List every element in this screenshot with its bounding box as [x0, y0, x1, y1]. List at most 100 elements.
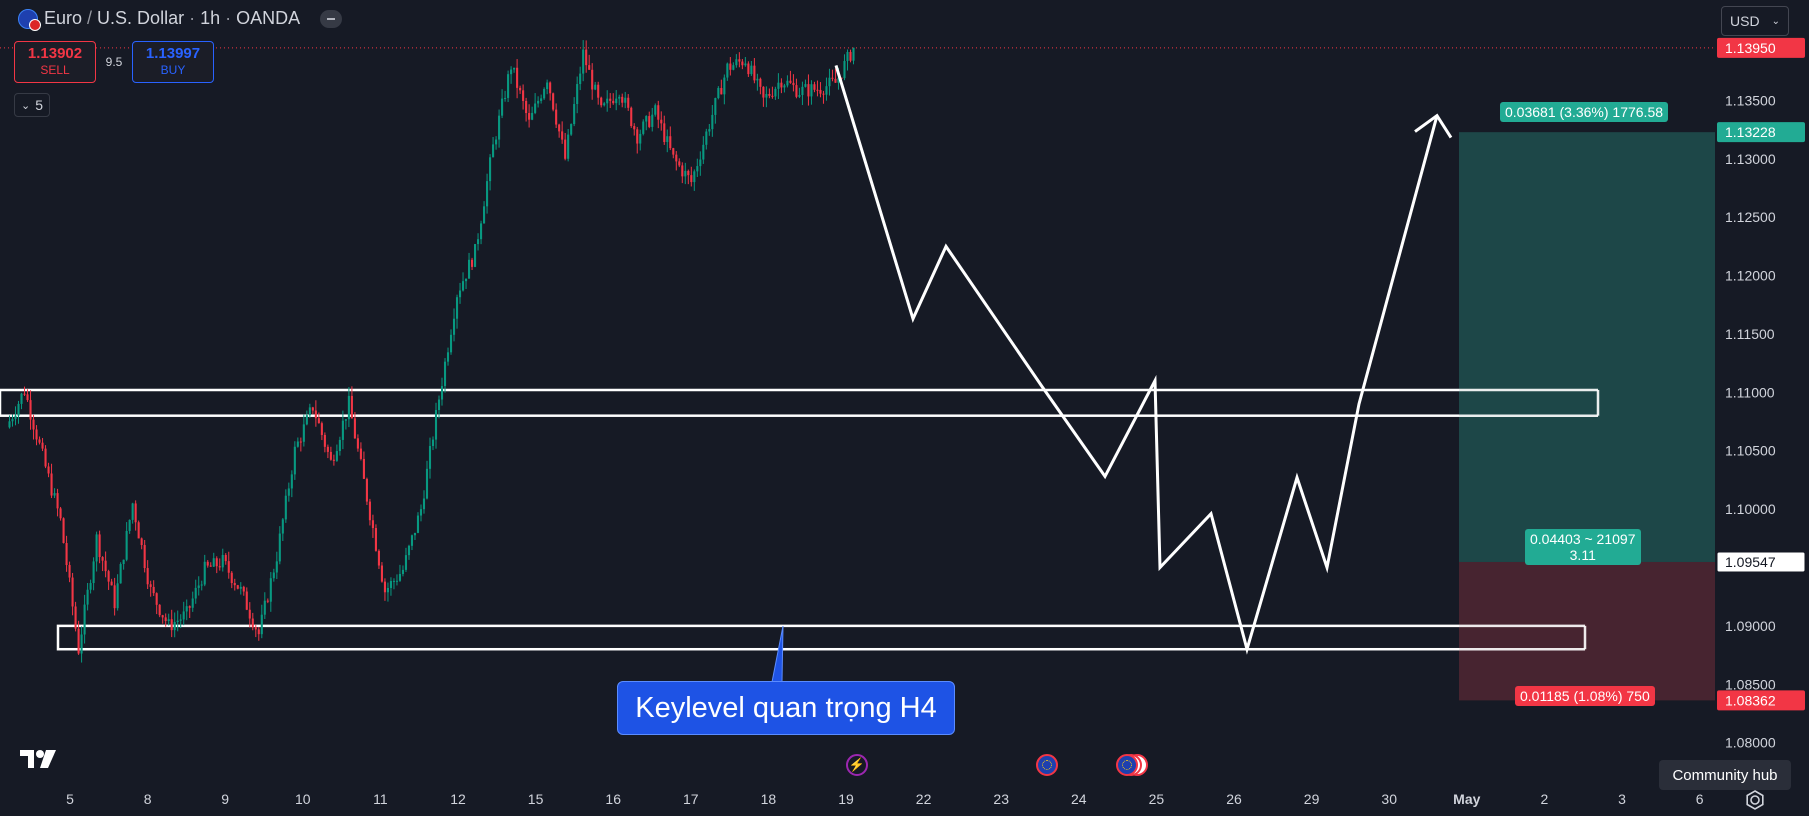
candle	[573, 97, 576, 127]
candle	[53, 488, 56, 499]
candle	[86, 582, 89, 611]
candle	[675, 151, 678, 171]
time-axis[interactable]: 5 8 9 10 11 12 15 16 17 18 19 22 23 24 25 26 29 30 May 2 3 6	[0, 780, 1715, 816]
candle	[519, 85, 522, 94]
candle	[320, 421, 323, 441]
candle	[609, 93, 612, 108]
sell-button[interactable]: 1.13902 SELL	[14, 41, 96, 83]
candle	[161, 614, 164, 624]
candle	[194, 579, 197, 604]
candle	[699, 151, 702, 176]
candle	[386, 582, 389, 602]
sell-price: 1.13902	[27, 45, 83, 62]
candle	[654, 103, 657, 117]
candle	[341, 410, 344, 450]
spread-value: 9.5	[105, 55, 123, 69]
candle	[116, 574, 119, 611]
interval[interactable]: 1h	[200, 8, 221, 28]
candlesticks	[8, 40, 855, 663]
hide-legend-icon[interactable]	[320, 9, 343, 28]
symbol-header[interactable]: Euro / U.S. Dollar · 1h · OANDA	[18, 8, 343, 31]
candle	[419, 504, 423, 522]
tradingview-logo-icon[interactable]	[20, 748, 58, 770]
key-level-callout[interactable]: Keylevel quan trọng H4	[617, 681, 955, 735]
candle	[269, 572, 272, 612]
candle	[678, 158, 681, 168]
candle	[410, 534, 414, 551]
candle	[849, 49, 852, 63]
price-tick-label-10: 1.08500	[1725, 676, 1776, 692]
time-tick-label-11: 22	[916, 791, 932, 807]
candle	[477, 233, 480, 251]
profit-zone[interactable]	[1459, 132, 1715, 562]
candle	[380, 562, 383, 583]
candle	[534, 93, 537, 115]
projection-path[interactable]	[834, 64, 1453, 655]
buy-button[interactable]: 1.13997 BUY	[132, 41, 214, 83]
candle	[585, 40, 588, 73]
long-position-tool[interactable]	[1459, 132, 1715, 701]
candle	[227, 551, 230, 579]
candle	[666, 129, 669, 153]
currency-value: USD	[1730, 13, 1760, 29]
entry-label-line1: 0.04403 ~ 21097	[1530, 531, 1636, 547]
candle	[215, 556, 218, 574]
candle	[807, 74, 810, 106]
candle	[323, 432, 326, 453]
candle	[38, 436, 41, 445]
candle	[59, 506, 62, 521]
time-tick-label-8: 17	[683, 791, 699, 807]
candle	[464, 278, 468, 289]
event-bolt-icon[interactable]: ⚡	[846, 754, 868, 776]
loss-zone[interactable]	[1459, 561, 1715, 701]
candle	[507, 70, 510, 103]
candle	[615, 90, 618, 111]
candle	[738, 52, 741, 68]
event-eu-flag-icon-2[interactable]	[1116, 754, 1138, 776]
projection-zigzag[interactable]	[834, 64, 1439, 655]
chart-plot-area[interactable]	[0, 0, 1715, 780]
candle	[257, 626, 260, 641]
candle	[275, 551, 278, 580]
event-eu-flag-icon[interactable]	[1036, 754, 1058, 776]
buy-label: BUY	[160, 63, 186, 77]
currency-select[interactable]: USD ⌄	[1721, 6, 1789, 36]
price-tick-label-0: 1.13500	[1725, 92, 1776, 108]
candle	[735, 54, 738, 68]
community-hub-tooltip[interactable]: Community hub	[1659, 760, 1791, 790]
price-badge-text-current: 1.13950	[1725, 40, 1776, 56]
candle	[455, 294, 459, 329]
candle	[272, 568, 275, 582]
candle	[182, 601, 185, 626]
candle	[203, 554, 206, 587]
candle	[720, 79, 723, 95]
time-tick-label-18: May	[1453, 791, 1480, 807]
candle	[783, 83, 786, 93]
candle	[389, 577, 393, 596]
chart-settings-gear-icon[interactable]	[1745, 790, 1765, 810]
candle	[759, 77, 762, 95]
price-axis[interactable]: 1.13500 1.13000 1.12500 1.12000 1.11500 1.110…	[1715, 0, 1809, 780]
candle	[756, 73, 759, 91]
candle	[137, 520, 140, 539]
time-tick-label-9: 18	[761, 791, 777, 807]
candle	[368, 498, 371, 526]
price-tick-label-1: 1.13000	[1725, 151, 1776, 167]
candle	[8, 415, 11, 429]
candle	[591, 63, 594, 100]
price-badge-target: 1.13228	[1717, 122, 1805, 143]
candle	[480, 220, 483, 245]
candle	[449, 329, 453, 355]
candle	[458, 282, 462, 304]
indicators-toggle-button[interactable]: ⌄ 5	[14, 93, 50, 117]
candle	[89, 579, 92, 594]
zone-lower[interactable]	[56, 624, 1587, 651]
candle	[197, 576, 200, 596]
price-tick-label-11: 1.08000	[1725, 735, 1776, 751]
candle	[702, 136, 705, 164]
candle	[774, 86, 777, 100]
price-tick-label-7: 1.10000	[1725, 501, 1776, 517]
symbol-separator: /	[87, 8, 93, 28]
time-tick-label-13: 24	[1071, 791, 1087, 807]
price-badge-entry: 1.09547	[1716, 551, 1806, 573]
